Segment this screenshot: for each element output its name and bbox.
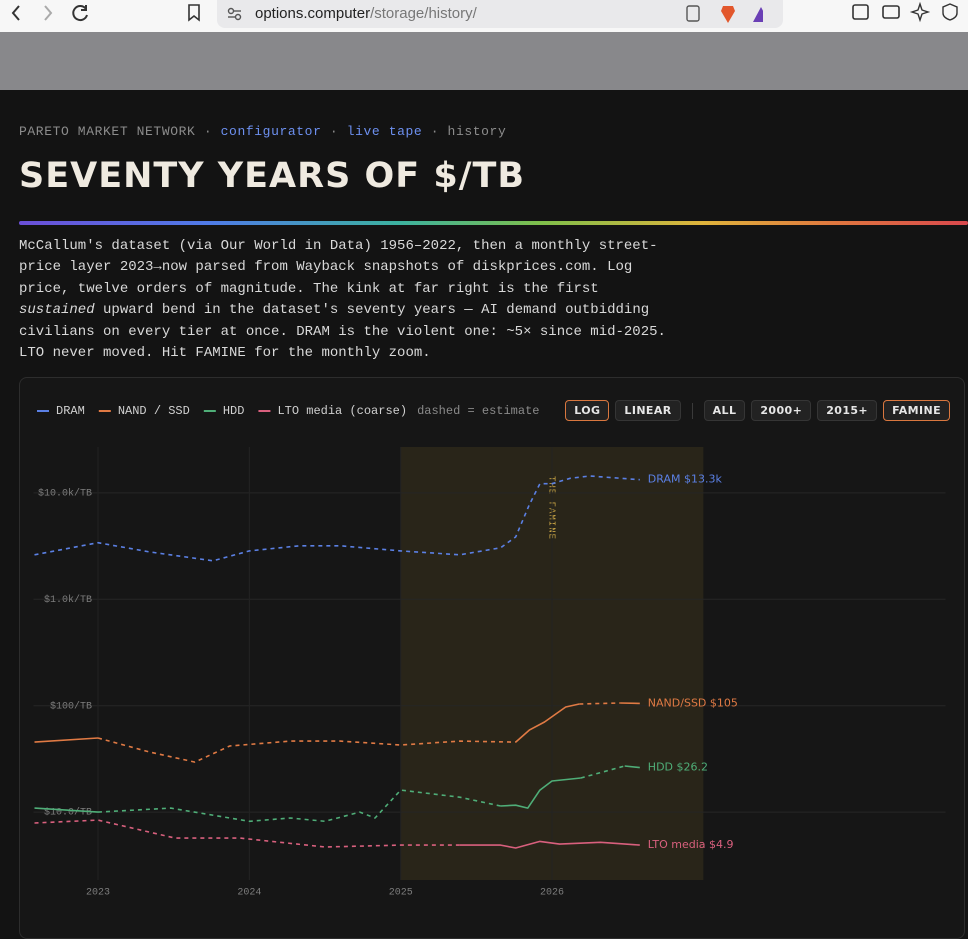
series-end-label: LTO media $4.9 <box>648 838 734 851</box>
series-line <box>35 738 99 742</box>
x-tick-label: 2026 <box>540 888 564 899</box>
legend-label: HDD <box>223 404 245 418</box>
chart: THE FAMINE$10.0/TB$100/TB$1.0k/TB$10.0k/… <box>0 0 968 920</box>
control-button[interactable]: ALL <box>704 400 746 421</box>
legend-label: LTO media (coarse) <box>277 404 407 418</box>
control-separator <box>692 403 693 419</box>
y-tick-label: $100/TB <box>50 700 92 712</box>
y-tick-label: $10.0k/TB <box>38 488 92 500</box>
series-end-label: HDD $26.2 <box>648 761 708 774</box>
legend-label: DRAM <box>56 404 85 418</box>
x-tick-label: 2023 <box>86 888 110 899</box>
control-button[interactable]: LOG <box>565 400 609 421</box>
y-tick-label: $1.0k/TB <box>44 594 92 606</box>
control-button[interactable]: LINEAR <box>615 400 680 421</box>
series-end-label: NAND/SSD $105 <box>648 696 738 709</box>
control-button[interactable]: 2015+ <box>817 400 877 421</box>
control-button[interactable]: FAMINE <box>883 400 950 421</box>
page: options.computer/storage/history/ PARETO… <box>0 0 968 920</box>
x-tick-label: 2024 <box>237 888 261 899</box>
control-button[interactable]: 2000+ <box>751 400 811 421</box>
series-end-label: DRAM $13.3k <box>648 473 723 486</box>
legend-note: dashed = estimate <box>417 404 539 418</box>
legend-label: NAND / SSD <box>118 404 190 418</box>
x-tick-label: 2025 <box>389 888 413 899</box>
